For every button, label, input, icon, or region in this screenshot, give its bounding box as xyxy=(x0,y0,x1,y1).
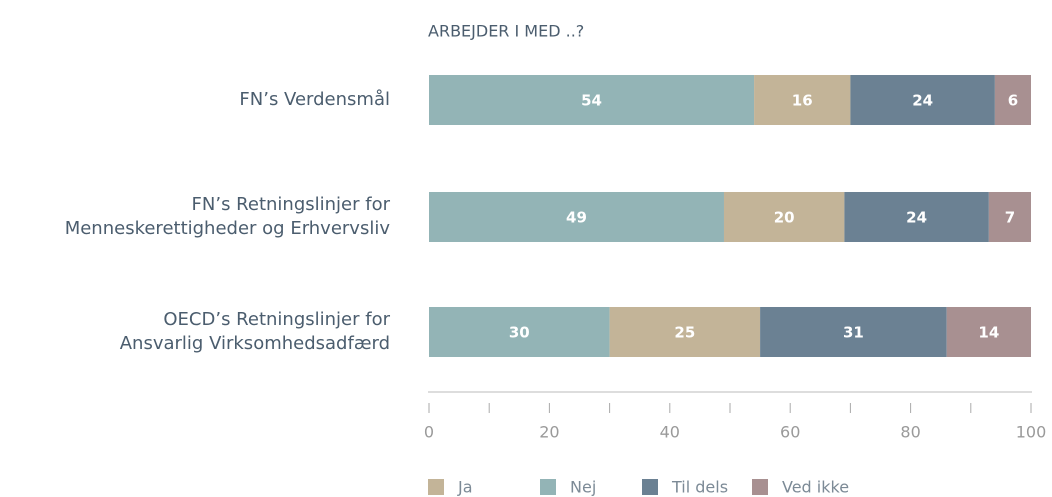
x-tick-label: 20 xyxy=(539,423,559,442)
bar-segment xyxy=(988,192,1031,242)
value-label: 24 xyxy=(906,209,927,227)
bar-segment xyxy=(754,75,851,125)
value-label: 20 xyxy=(774,209,795,227)
bar-segment xyxy=(429,307,610,357)
legend-swatch xyxy=(428,479,444,495)
legend-swatch xyxy=(540,479,556,495)
x-tick-label: 80 xyxy=(900,423,920,442)
x-tick-label: 40 xyxy=(660,423,680,442)
bar-segment xyxy=(429,192,724,242)
bar-segment xyxy=(760,307,947,357)
legend-label: Til dels xyxy=(671,478,728,497)
value-label: 7 xyxy=(1005,209,1015,227)
value-label: 16 xyxy=(792,92,813,110)
bar-segment xyxy=(850,75,995,125)
bar-segment xyxy=(723,192,845,242)
x-tick-label: 60 xyxy=(780,423,800,442)
bar-segment xyxy=(429,75,755,125)
category-label: OECD’s Retningslinjer for Ansvarlig Virk… xyxy=(119,309,390,354)
legend-label: Ja xyxy=(457,478,473,497)
category-label: FN’s Verdensmål xyxy=(239,89,390,110)
value-label: 49 xyxy=(566,209,587,227)
legend-label: Nej xyxy=(570,478,596,497)
x-tick-label: 100 xyxy=(1016,423,1047,442)
chart-title: ARBEJDER I MED ..? xyxy=(428,22,584,41)
legend-swatch xyxy=(752,479,768,495)
bar-segment xyxy=(994,75,1031,125)
legend-swatch xyxy=(642,479,658,495)
value-label: 54 xyxy=(581,92,602,110)
value-label: 24 xyxy=(912,92,933,110)
bar-segment xyxy=(844,192,989,242)
bar-segment xyxy=(609,307,761,357)
bar-segment xyxy=(946,307,1031,357)
value-label: 25 xyxy=(674,324,695,342)
category-label: FN’s Retningslinjer for Menneskerettighe… xyxy=(64,194,390,239)
value-label: 6 xyxy=(1008,92,1018,110)
x-tick-label: 0 xyxy=(424,423,434,442)
value-label: 31 xyxy=(843,324,864,342)
value-label: 14 xyxy=(978,324,999,342)
legend-label: Ved ikke xyxy=(782,478,849,497)
value-label: 30 xyxy=(509,324,530,342)
